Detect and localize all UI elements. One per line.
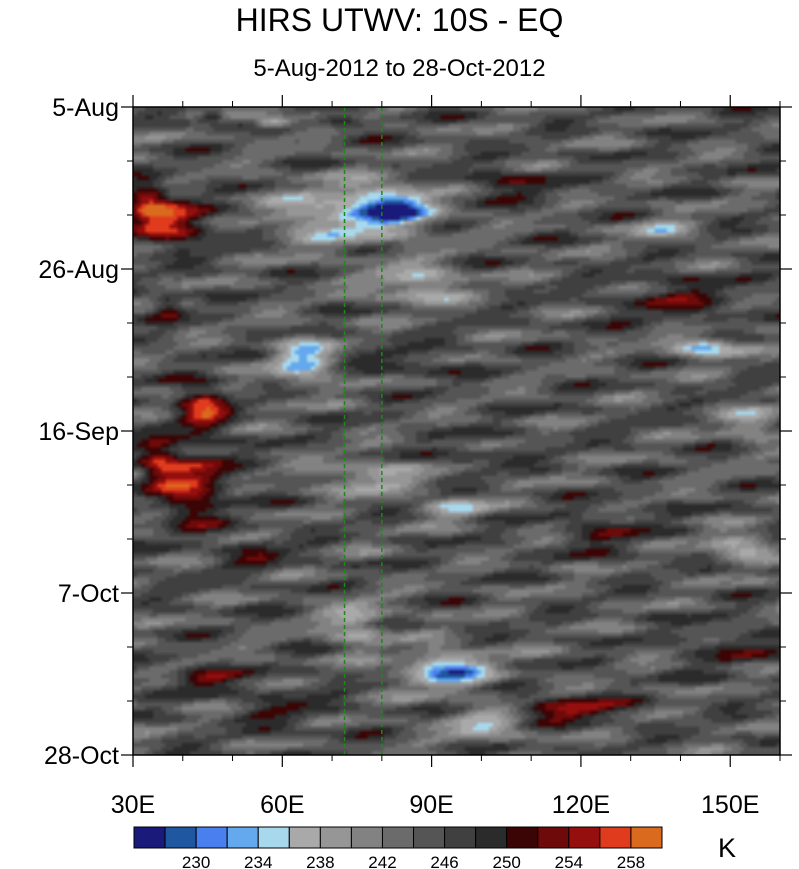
axis-ticks [121,95,792,767]
colorbar-label: 234 [244,853,272,869]
colorbar-swatch [506,826,539,849]
colorbar-swatch [164,826,197,849]
colorbar-swatch [381,826,415,849]
colorbar-swatch [413,826,446,849]
x-axis-labels: 30E 60E 90E 120E 150E [111,791,760,819]
colorbar-label: 246 [430,853,458,869]
colorbar-swatch [319,826,352,849]
colorbar-label: 230 [182,853,210,869]
colorbar-swatch [568,826,601,849]
x-tick-label: 30E [111,791,155,819]
colorbar-label: 250 [493,853,521,869]
y-tick-label: 7-Oct [58,580,119,608]
colorbar-units: K [718,833,737,863]
x-tick-label: 120E [552,791,610,819]
y-tick-label: 26-Aug [38,256,119,284]
reference-lines [343,107,383,755]
colorbar-label: 258 [617,853,645,869]
y-tick-label: 5-Aug [52,94,119,122]
temperature-field [133,107,780,755]
y-axis-labels: 5-Aug 26-Aug 16-Sep 7-Oct 28-Oct [38,94,119,770]
x-tick-label: 150E [701,791,759,819]
colorbar-swatch [475,826,508,849]
colorbar-label: 254 [555,853,583,869]
colorbar-label: 242 [368,853,396,869]
colorbar-swatch [350,826,383,849]
colorbar-labels: 230 234 238 242 246 250 254 258 [182,853,645,869]
chart-subtitle: 5-Aug-2012 to 28-Oct-2012 [253,55,546,82]
colorbar-label: 238 [306,853,334,869]
colorbar-swatch [537,826,570,849]
colorbar [133,826,663,849]
x-tick-label: 90E [409,791,453,819]
chart-title: HIRS UTWV: 10S - EQ [235,2,564,38]
colorbar-swatch [257,826,290,849]
colorbar-swatch [195,826,228,849]
colorbar-swatch [444,826,477,849]
x-tick-label: 60E [260,791,304,819]
colorbar-swatch [288,826,321,849]
colorbar-swatch [226,826,259,849]
colorbar-swatch [630,826,663,849]
colorbar-swatch [599,826,632,849]
y-tick-label: 28-Oct [44,742,119,770]
colorbar-swatch [133,826,166,849]
y-tick-label: 16-Sep [38,418,119,446]
